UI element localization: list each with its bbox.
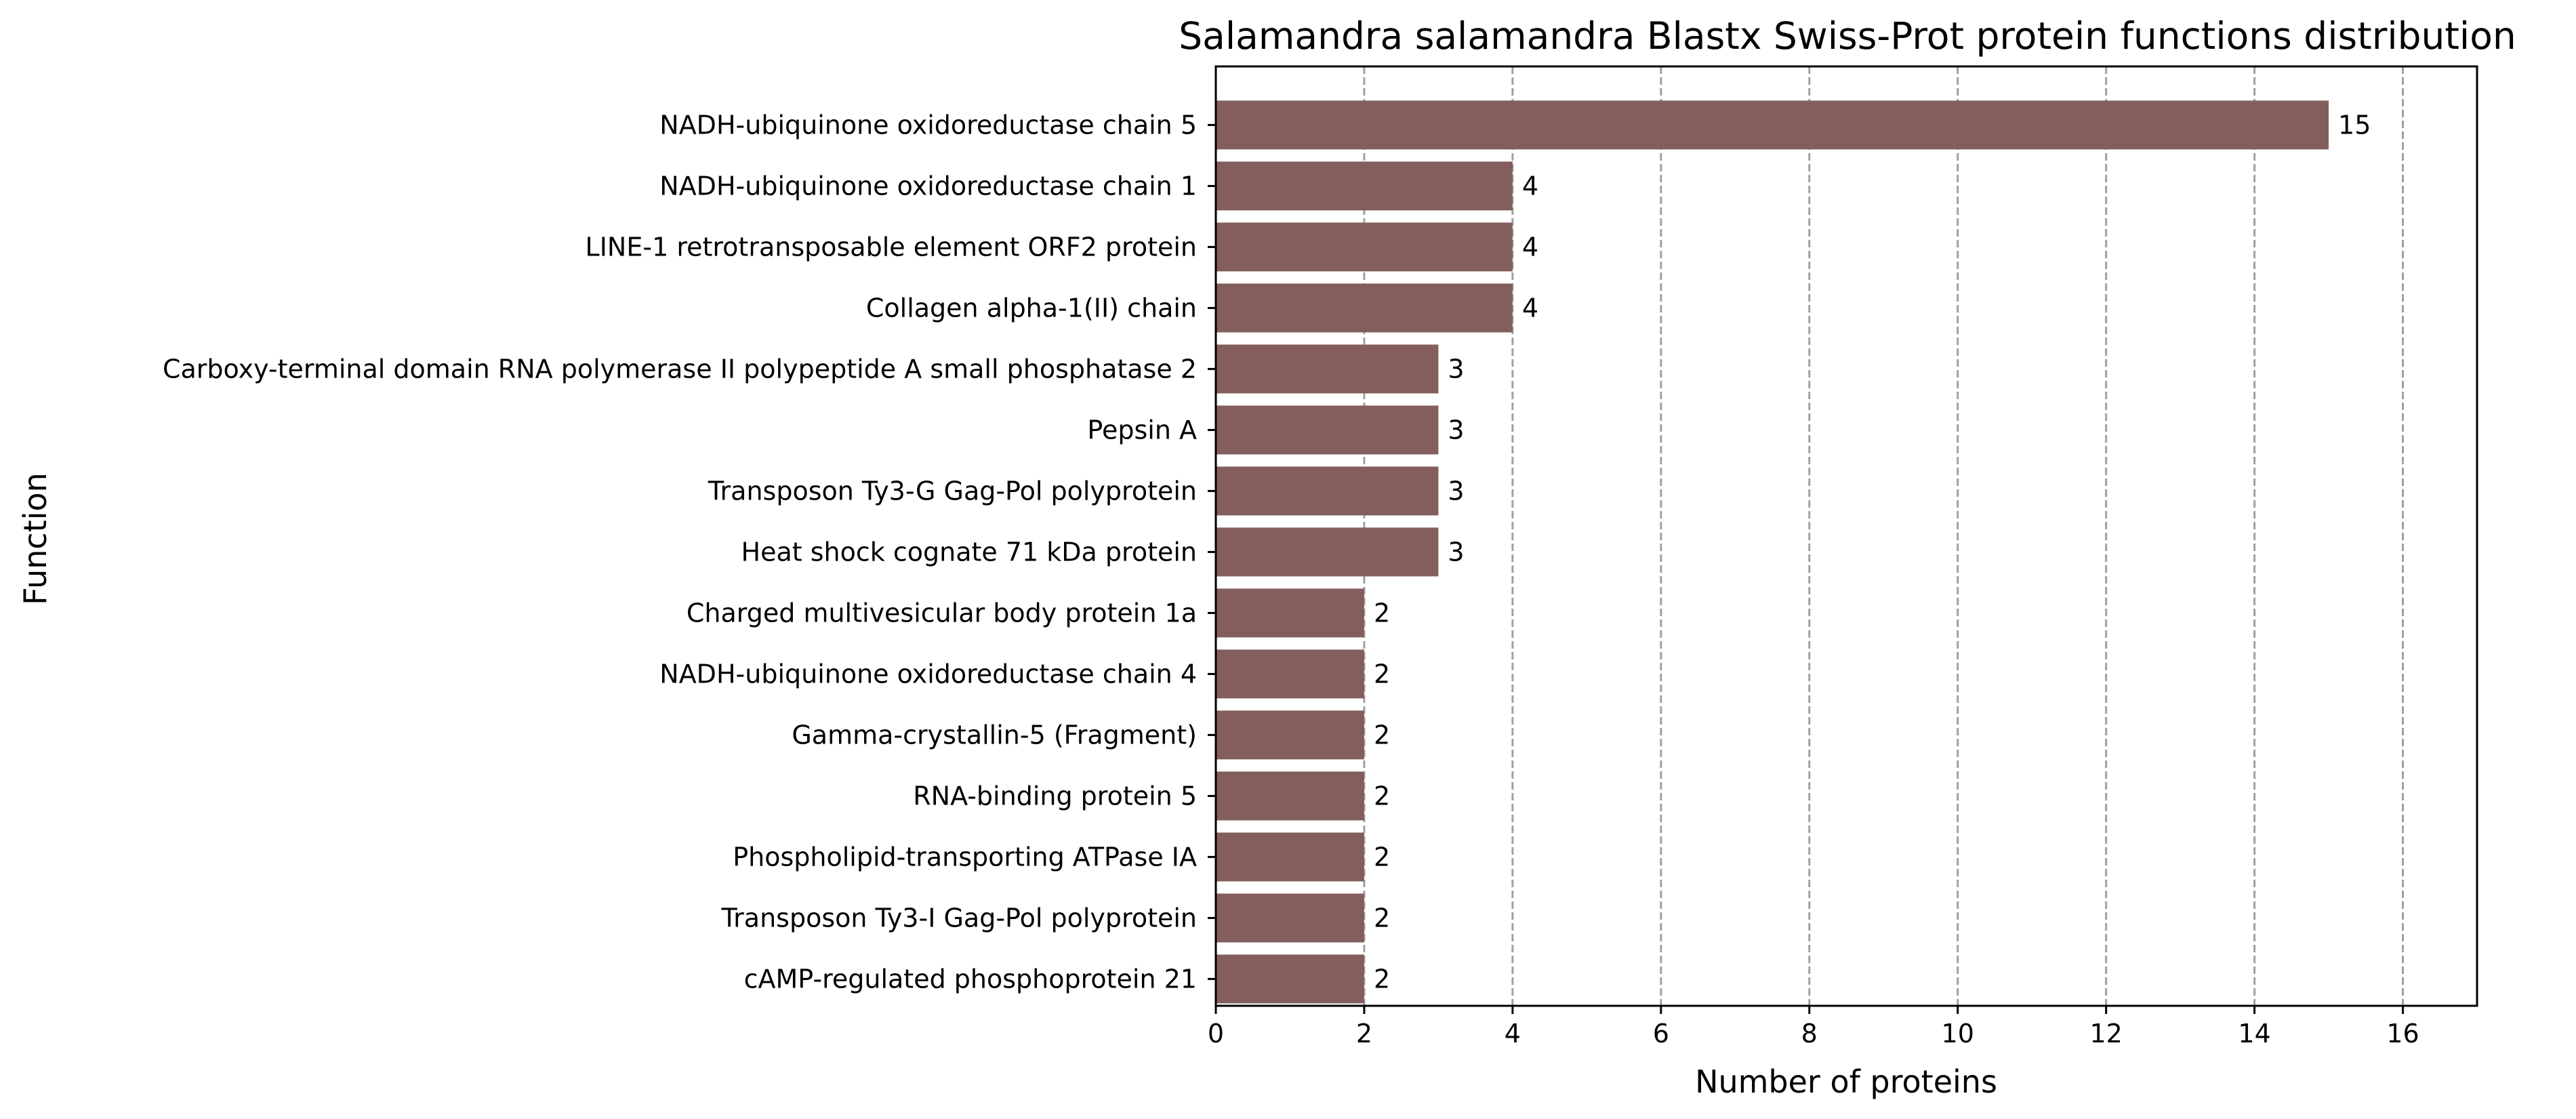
chart-title: Salamandra salamandra Blastx Swiss-Prot …: [1179, 14, 2516, 58]
data-label: 2: [1374, 842, 1390, 872]
bars: [1216, 100, 2329, 1004]
bar: [1216, 832, 1364, 882]
data-label: 4: [1522, 232, 1538, 262]
data-label: 2: [1374, 964, 1390, 994]
data-label: 2: [1374, 781, 1390, 811]
y-tick-label: NADH-ubiquinone oxidoreductase chain 1: [659, 171, 1197, 201]
bar: [1216, 344, 1439, 394]
bar: [1216, 283, 1513, 333]
bar: [1216, 527, 1439, 577]
x-tick-label: 2: [1356, 1019, 1372, 1049]
y-tick-label: Phospholipid-transporting ATPase IA: [733, 842, 1197, 872]
data-label: 2: [1374, 903, 1390, 933]
y-tick-label: NADH-ubiquinone oxidoreductase chain 5: [659, 110, 1197, 140]
bar: [1216, 222, 1513, 272]
data-label: 3: [1448, 476, 1464, 506]
y-tick-label: Charged multivesicular body protein 1a: [687, 598, 1197, 628]
y-axis: NADH-ubiquinone oxidoreductase chain 5 NA…: [163, 110, 1216, 994]
data-label: 3: [1448, 415, 1464, 445]
data-label: 15: [2338, 110, 2371, 140]
bar: [1216, 588, 1364, 638]
bar: [1216, 710, 1364, 760]
y-tick-label: cAMP-regulated phosphoprotein 21: [744, 964, 1197, 994]
data-label: 3: [1448, 537, 1464, 567]
data-label: 4: [1522, 171, 1538, 201]
y-tick-label: Transposon Ty3-G Gag-Pol polyprotein: [708, 476, 1197, 506]
bar: [1216, 893, 1364, 943]
data-label: 2: [1374, 720, 1390, 750]
value-labels: 15 4 4 4 3 3 3 3 2 2 2 2 2 2 2: [1374, 110, 2371, 994]
x-tick-label: 14: [2238, 1019, 2270, 1049]
bar: [1216, 771, 1364, 821]
x-tick-label: 4: [1505, 1019, 1521, 1049]
x-tick-label: 0: [1208, 1019, 1224, 1049]
bar: [1216, 405, 1439, 455]
y-tick-label: Collagen alpha-1(II) chain: [866, 293, 1197, 323]
x-axis: 0 2 4 6 8 10 12 14 16: [1208, 1006, 2419, 1049]
y-tick-label: Transposon Ty3-I Gag-Pol polyprotein: [721, 903, 1197, 933]
x-tick-label: 16: [2386, 1019, 2419, 1049]
plot-frame: [1214, 65, 2478, 1007]
bar: [1216, 100, 2329, 150]
y-tick-label: Gamma-crystallin-5 (Fragment): [792, 720, 1197, 750]
y-axis-label: Function: [17, 472, 54, 605]
y-tick-label: Pepsin A: [1087, 415, 1197, 445]
x-tick-label: 6: [1653, 1019, 1669, 1049]
y-tick-label: LINE-1 retrotransposable element ORF2 pr…: [586, 232, 1197, 262]
data-label: 2: [1374, 659, 1390, 689]
y-tick-label: Heat shock cognate 71 kDa protein: [741, 537, 1197, 567]
x-tick-label: 12: [2089, 1019, 2122, 1049]
bar: [1216, 649, 1364, 699]
bar: [1216, 161, 1513, 211]
x-tick-label: 10: [1942, 1019, 1974, 1049]
bar: [1216, 466, 1439, 516]
y-tick-label: RNA-binding protein 5: [913, 781, 1197, 811]
data-label: 2: [1374, 598, 1390, 628]
y-tick-label: Carboxy-terminal domain RNA polymerase I…: [163, 354, 1197, 384]
data-label: 3: [1448, 354, 1464, 384]
y-tick-label: NADH-ubiquinone oxidoreductase chain 4: [659, 659, 1197, 689]
x-axis-label: Number of proteins: [1695, 1063, 1997, 1100]
data-label: 4: [1522, 293, 1538, 323]
bar: [1216, 954, 1364, 1004]
x-tick-label: 8: [1801, 1019, 1818, 1049]
